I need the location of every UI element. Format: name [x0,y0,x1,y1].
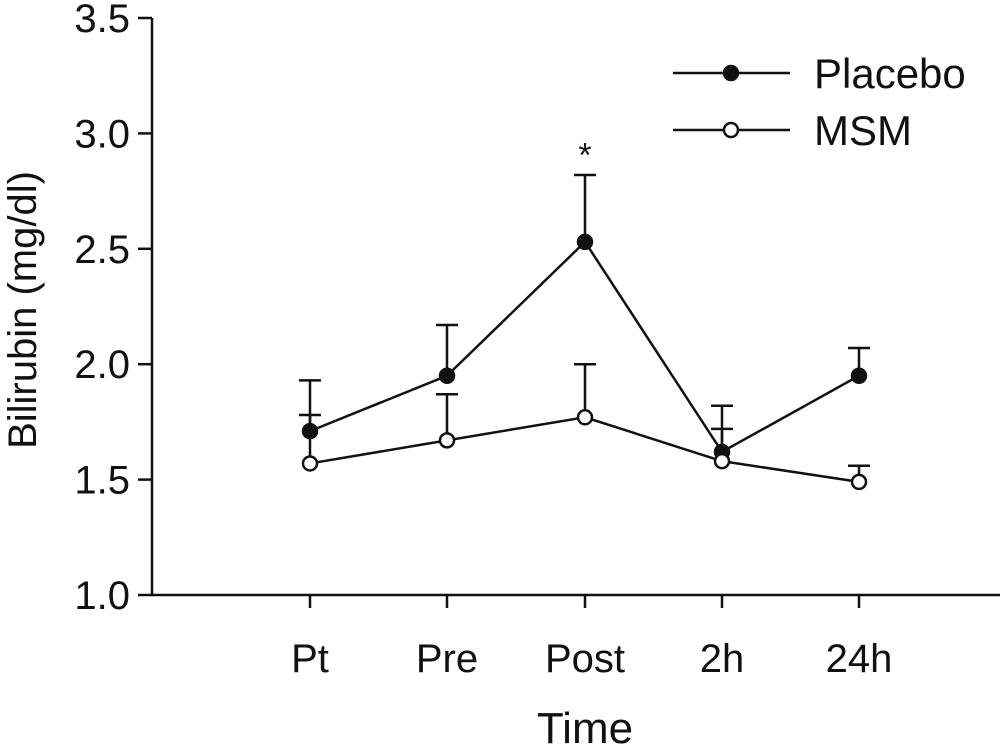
series-msm [299,362,870,491]
data-point [576,233,594,251]
x-axis-ticks: Pt Pre Post 2h 24h [291,595,892,681]
x-tick-label: 24h [826,637,893,681]
x-tick-label: Post [545,637,625,681]
y-axis-ticks: 1.0 1.5 2.0 2.5 3.0 3.5 [74,0,152,618]
y-axis-title: Bilirubin (mg/dl) [1,171,45,449]
data-point [850,473,868,491]
data-point [438,367,456,384]
legend-item-placebo: Placebo [673,50,966,97]
y-tick-label: 3.5 [74,0,130,41]
data-point [713,452,731,470]
y-tick-label: 1.0 [74,574,130,618]
y-tick-label: 2.0 [74,343,130,387]
y-tick-label: 3.0 [74,112,130,156]
legend-label: Placebo [814,50,966,97]
x-axis-title: Time [537,704,633,752]
y-tick-label: 1.5 [74,459,130,503]
series-layer [299,173,870,491]
data-point [850,367,868,384]
x-tick-label: Pre [416,637,478,681]
legend-label: MSM [814,107,912,154]
data-point [301,455,319,472]
legend-item-msm: MSM [673,107,912,154]
data-point [576,409,594,426]
series-line [309,416,860,484]
significance-marker: * [578,136,591,174]
y-tick-label: 2.5 [74,228,130,272]
x-tick-label: 2h [700,637,745,681]
legend-marker [722,121,740,139]
legend: Placebo MSM [673,50,966,154]
x-tick-label: Pt [291,637,329,681]
series-placebo [299,173,870,461]
axes [150,18,1000,597]
annotations: * [578,136,591,174]
legend-marker [722,64,740,82]
data-point [438,432,456,449]
